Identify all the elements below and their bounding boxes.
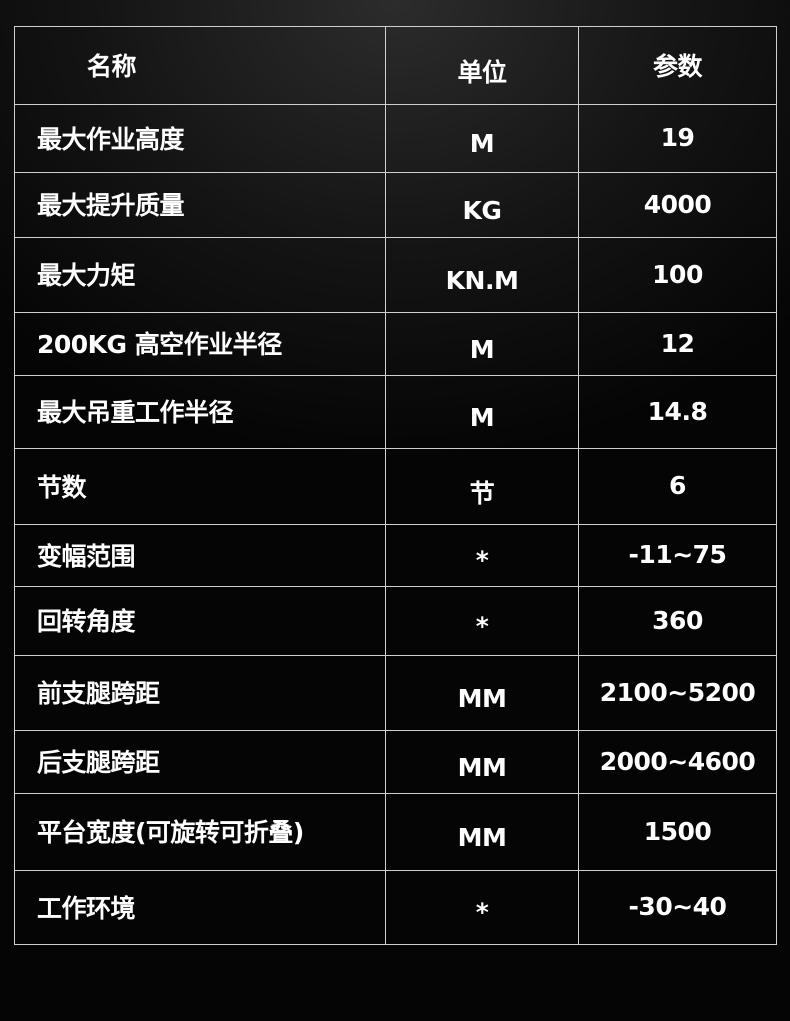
value-cell: 360 [578,586,777,656]
cell-text: 360 [652,605,703,635]
cell-text: 前支腿跨距 [37,679,160,708]
name-cell: 前支腿跨距 [14,655,386,731]
name-cell: 最大提升质量 [14,172,386,238]
cell-text: 6 [669,471,686,500]
cell-text: 回转角度 [37,607,136,636]
cell-text: M [469,334,495,364]
value-cell: 4000 [578,172,777,238]
cell-text: * [475,898,489,927]
cell-text: 后支腿跨距 [37,748,160,777]
cell-text: 2100~5200 [599,677,756,707]
cell-text: * [475,546,489,575]
unit-cell: * [385,586,579,656]
unit-cell: MM [385,730,579,794]
header-cell: 参数 [578,26,777,105]
value-cell: 6 [578,448,777,525]
header-text: 参数 [652,51,703,81]
name-cell: 最大力矩 [14,237,386,313]
unit-cell: KN.M [385,237,579,313]
unit-cell: M [385,375,579,449]
value-cell: 2100~5200 [578,655,777,731]
cell-text: 200KG 高空作业半径 [37,330,282,359]
cell-text: 14.8 [647,396,708,426]
value-cell: 100 [578,237,777,313]
cell-text: 节数 [37,472,87,502]
cell-text: 最大提升质量 [37,191,185,220]
cell-text: 12 [660,328,695,358]
cell-text: M [469,129,495,158]
value-cell: -30~40 [578,870,777,945]
unit-cell: MM [385,793,579,871]
name-cell: 回转角度 [14,586,386,656]
cell-text: 最大力矩 [37,261,136,290]
unit-cell: MM [385,655,579,731]
cell-text: 节 [469,478,495,508]
value-cell: 1500 [578,793,777,871]
cell-text: 19 [660,123,695,152]
cell-text: MM [457,683,507,713]
cell-text: 变幅范围 [37,541,136,571]
cell-text: 100 [652,259,703,289]
unit-cell: M [385,104,579,173]
cell-text: -11~75 [628,540,727,569]
unit-cell: * [385,524,579,587]
name-cell: 节数 [14,448,386,525]
cell-text: 4000 [643,189,712,219]
name-cell: 最大吊重工作半径 [14,375,386,449]
cell-text: M [469,402,495,432]
name-cell: 变幅范围 [14,524,386,587]
cell-text: KN.M [445,265,519,295]
unit-cell: M [385,312,579,376]
value-cell: 14.8 [578,375,777,449]
cell-text: MM [457,822,507,852]
unit-cell: * [385,870,579,945]
value-cell: 2000~4600 [578,730,777,794]
header-cell: 名称 [14,26,386,105]
cell-text: -30~40 [628,892,727,921]
cell-text: 1500 [643,816,712,846]
cell-text: KG [462,195,502,225]
value-cell: -11~75 [578,524,777,587]
cell-text: 平台宽度(可旋转可折叠) [37,818,304,847]
cell-text: 工作环境 [37,893,136,923]
cell-text: 最大作业高度 [37,124,185,154]
unit-cell: KG [385,172,579,238]
name-cell: 最大作业高度 [14,104,386,173]
value-cell: 19 [578,104,777,173]
cell-text: * [475,611,489,641]
name-cell: 工作环境 [14,870,386,945]
name-cell: 后支腿跨距 [14,730,386,794]
unit-cell: 节 [385,448,579,525]
spec-table: 名称 单位 参数最大作业高度 M 19 最大提升质量 KG 4000 最大力矩 KN.M 100 20… [14,26,777,945]
name-cell: 200KG 高空作业半径 [14,312,386,376]
cell-text: 最大吊重工作半径 [37,398,234,427]
name-cell: 平台宽度(可旋转可折叠) [14,793,386,871]
cell-text: 2000~4600 [599,746,756,776]
header-cell: 单位 [385,26,579,105]
header-text: 名称 [87,51,137,81]
header-text: 单位 [457,57,507,87]
value-cell: 12 [578,312,777,376]
cell-text: MM [457,752,507,782]
